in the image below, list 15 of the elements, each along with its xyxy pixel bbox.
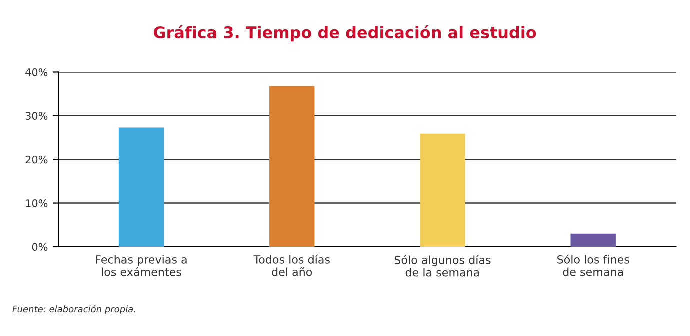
y-tick-label: 20% bbox=[26, 156, 48, 164]
bar bbox=[270, 86, 315, 247]
x-tick-label: Fechas previas a los exámentes bbox=[96, 255, 187, 276]
y-tick-label: 40% bbox=[26, 68, 48, 76]
source-note: Fuente: elaboración propia. bbox=[12, 305, 136, 314]
y-tick-label: 0% bbox=[32, 243, 48, 252]
x-tick-label: Sólo algunos días de la semana bbox=[394, 255, 491, 277]
bar bbox=[118, 128, 164, 247]
x-tick-label: Todos los días del año bbox=[254, 254, 330, 276]
x-tick-label: Sólo los fines de semana bbox=[558, 254, 630, 276]
y-tick-label: 30% bbox=[26, 112, 48, 120]
y-tick-label: 10% bbox=[26, 200, 48, 208]
bar bbox=[420, 134, 466, 247]
bar bbox=[570, 234, 616, 247]
chart-title: Gráfica 3. Tiempo de dedicación al estudio bbox=[154, 26, 536, 42]
